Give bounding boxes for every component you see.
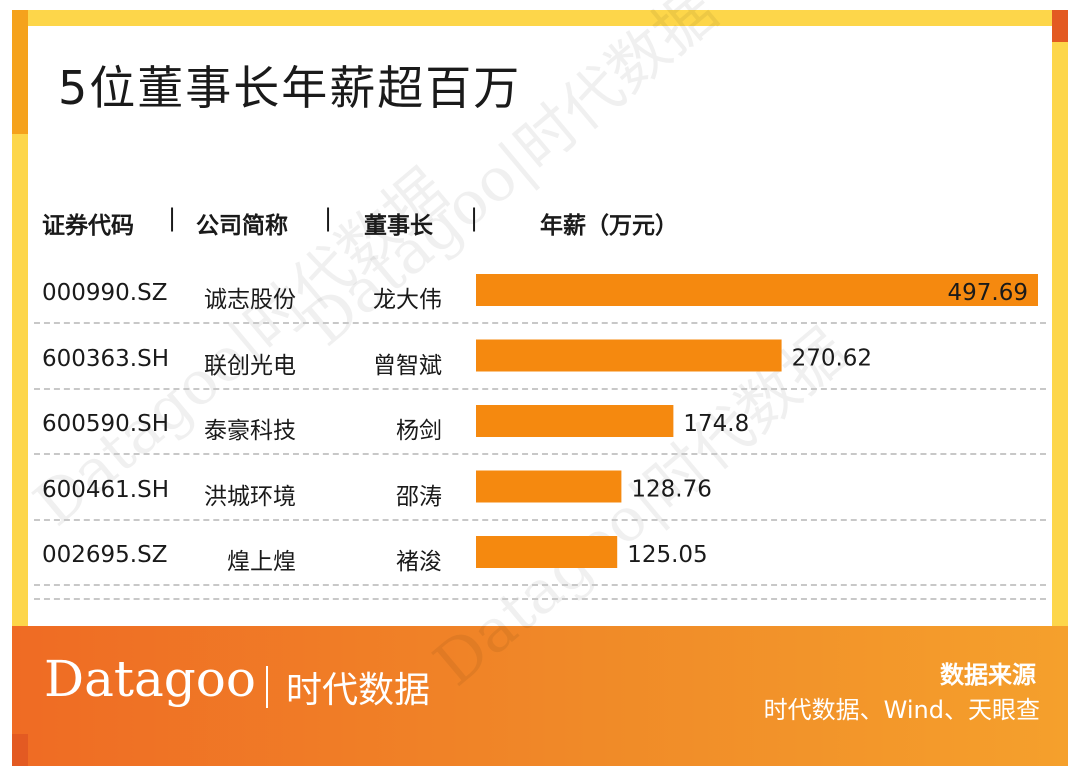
bar xyxy=(476,470,622,503)
bar xyxy=(476,274,1038,306)
row-company: 洪城环境 xyxy=(204,483,296,510)
row-divider xyxy=(34,453,1046,455)
row-divider xyxy=(34,322,1046,324)
chart-title: 5位董事长年薪超百万 xyxy=(58,61,522,115)
row-chairman: 龙大伟 xyxy=(373,287,442,313)
row-divider xyxy=(34,518,1046,521)
bar-value-label: 497.69 xyxy=(948,280,1028,306)
header-salary: 年薪（万元） xyxy=(540,213,678,239)
row-company: 诚志股份 xyxy=(204,287,296,313)
header-separator: | xyxy=(470,204,479,232)
row-chairman: 曾智斌 xyxy=(373,352,442,379)
logo-divider xyxy=(266,666,268,708)
bar xyxy=(476,339,782,372)
row-company: 煌上煌 xyxy=(227,549,296,575)
row-chairman: 褚浚 xyxy=(396,549,442,575)
row-code: 600363.SH xyxy=(42,345,170,372)
bar xyxy=(476,536,618,568)
row-code: 002695.SZ xyxy=(42,542,168,568)
row-code: 600590.SH xyxy=(42,411,170,437)
bar-value-label: 125.05 xyxy=(627,542,707,568)
bar-value-label: 128.76 xyxy=(631,477,711,503)
bar-value-label: 174.8 xyxy=(683,411,749,437)
bottom-divider xyxy=(34,597,1046,600)
footer-logo: Datagoo xyxy=(44,650,257,708)
accent-strip-right xyxy=(1052,10,1068,42)
row-divider xyxy=(34,584,1046,586)
header-separator: | xyxy=(324,204,333,232)
row-divider xyxy=(34,387,1046,390)
header-code: 证券代码 xyxy=(42,213,134,239)
bar xyxy=(476,405,674,437)
content-card xyxy=(28,26,1052,626)
header-company: 公司简称 xyxy=(196,213,288,239)
source-text: 时代数据、Wind、天眼查 xyxy=(763,696,1040,724)
row-chairman: 邵涛 xyxy=(396,483,442,510)
accent-strip-footer xyxy=(12,734,28,766)
bar-value-label: 270.62 xyxy=(792,346,872,372)
row-code: 600461.SH xyxy=(42,476,170,503)
header-chairman: 董事长 xyxy=(364,213,433,239)
row-company: 联创光电 xyxy=(204,352,296,379)
footer-banner xyxy=(12,626,1068,766)
row-chairman: 杨剑 xyxy=(396,418,442,444)
accent-strip-left xyxy=(12,10,28,134)
row-code: 000990.SZ xyxy=(42,280,168,306)
row-company: 泰豪科技 xyxy=(204,418,296,444)
footer-logo-cn: 时代数据 xyxy=(286,670,431,711)
header-separator: | xyxy=(168,204,177,232)
source-title: 数据来源 xyxy=(940,661,1036,689)
